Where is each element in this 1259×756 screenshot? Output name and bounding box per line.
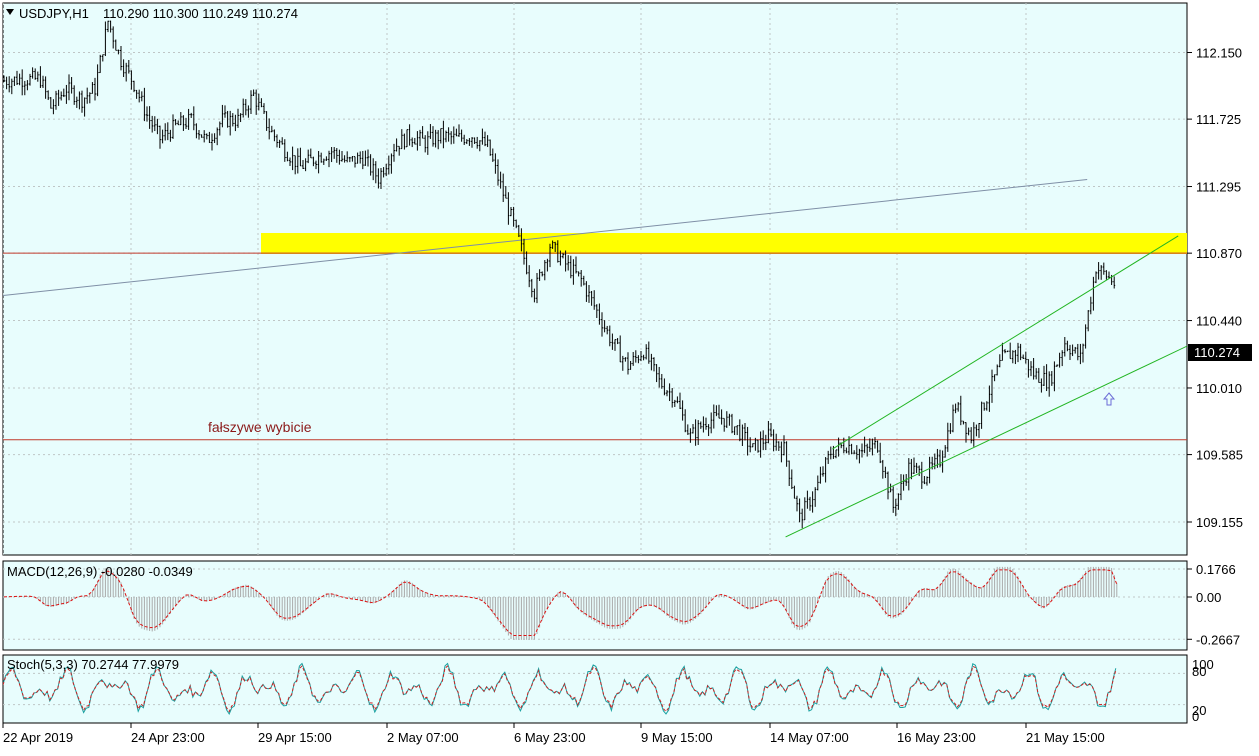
false-breakout-label: fałszywe wybicie (208, 419, 312, 435)
time-tick-label: 29 Apr 15:00 (258, 730, 332, 745)
macd-series (3, 566, 1187, 640)
stoch-signal-line (3, 665, 1117, 713)
time-tick-label: 9 May 15:00 (641, 730, 713, 745)
macd-axis: 0.1766 0.00 -0.2667 (1187, 562, 1240, 647)
price-grid (3, 3, 1187, 555)
stoch-tick-label: 0 (1192, 709, 1199, 724)
price-tick-label: 112.150 (1196, 46, 1242, 61)
time-tick-label: 21 May 15:00 (1026, 730, 1105, 745)
resistance-zone (261, 233, 1187, 254)
ohlc-values: 110.290 110.300 110.249 110.274 (103, 6, 298, 21)
time-tick-label: 16 May 23:00 (897, 730, 976, 745)
macd-tick-label: -0.2667 (1196, 632, 1240, 647)
time-axis: 22 Apr 2019 24 Apr 23:00 29 Apr 15:00 2 May… (2, 723, 1105, 745)
price-tick-label: 110.870 (1196, 246, 1242, 261)
macd-panel[interactable] (2, 560, 1188, 651)
stoch-panel[interactable] (2, 654, 1188, 724)
price-tick-label: 111.295 (1196, 180, 1241, 195)
macd-label: MACD(12,26,9) -0.0280 -0.0349 (7, 564, 193, 579)
symbol-label: USDJPY,H1 (19, 6, 89, 21)
price-tick-label: 110.010 (1196, 381, 1242, 396)
macd-signal-line (3, 569, 1118, 637)
price-tick-label: 111.725 (1196, 112, 1241, 127)
price-tick-label: 109.155 (1196, 515, 1243, 530)
stoch-tick-label: 20 (1192, 703, 1206, 718)
up-arrow-icon[interactable] (1102, 392, 1116, 406)
time-tick-label: 6 May 23:00 (514, 730, 586, 745)
time-tick-label: 22 Apr 2019 (3, 730, 73, 745)
channel-lines (785, 235, 1187, 538)
price-tick-label: 109.585 (1196, 448, 1243, 463)
stoch-label: Stoch(5,3,3) 70.2744 77.9979 (7, 657, 179, 672)
macd-tick-label: 0.00 (1196, 590, 1221, 605)
stoch-tick-label: 100 (1192, 657, 1214, 672)
channel-upper-line (832, 235, 1179, 450)
collapse-triangle-icon[interactable] (6, 9, 14, 15)
stoch-tick-label: 80 (1192, 664, 1206, 679)
candles (3, 20, 1116, 529)
main-price-panel[interactable] (2, 2, 1188, 556)
price-tick-label: 110.440 (1196, 314, 1242, 329)
stoch-series (3, 662, 1187, 716)
current-price-label: 110.274 (1194, 345, 1240, 360)
price-axis: 112.150 111.725 111.295 110.870 110.440 110.0… (1187, 46, 1243, 530)
time-tick-label: 14 May 07:00 (770, 730, 849, 745)
time-tick-label: 2 May 07:00 (387, 730, 459, 745)
trend-line (3, 178, 1088, 296)
current-price-box (1188, 344, 1252, 361)
macd-tick-label: 0.1766 (1196, 562, 1236, 577)
channel-lower-line (785, 345, 1187, 538)
time-tick-label: 24 Apr 23:00 (131, 730, 205, 745)
